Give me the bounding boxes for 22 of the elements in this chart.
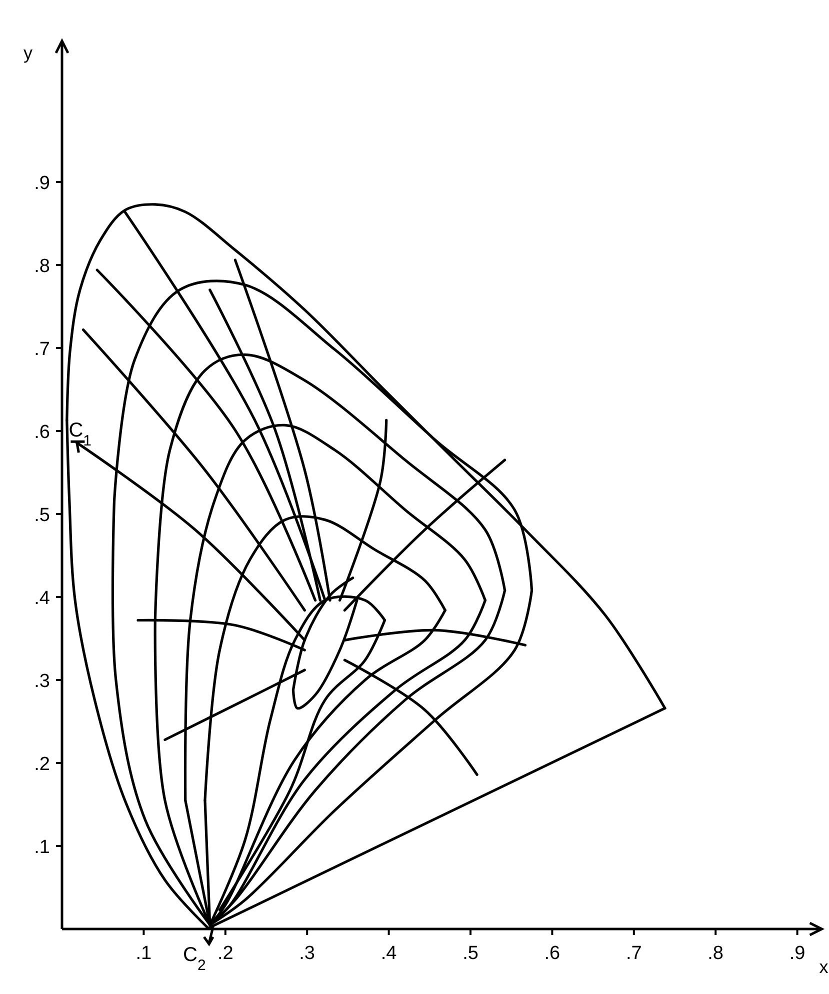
y-tick-label: .6 xyxy=(34,422,50,443)
y-tick-label: .1 xyxy=(34,837,50,858)
y-tick-label: .9 xyxy=(34,173,50,194)
y-tick-label: .4 xyxy=(34,588,50,609)
y-axis-title: y xyxy=(24,42,32,63)
x-tick-label: .1 xyxy=(136,943,152,964)
x-tick-label: .2 xyxy=(217,943,234,964)
y-tick-label: .8 xyxy=(34,256,50,277)
x-tick-label: .7 xyxy=(626,943,642,964)
y-tick-label: .7 xyxy=(34,339,50,360)
x-tick-label: .9 xyxy=(789,943,806,964)
y-tick-label: .3 xyxy=(34,671,50,692)
y-tick-label: .2 xyxy=(34,754,50,775)
annotation: C$_{1}$ xyxy=(68,420,92,450)
x-tick-label: .3 xyxy=(299,943,316,964)
x-tick-label: .4 xyxy=(380,943,398,964)
annotation: C$_{2}$ xyxy=(183,944,206,974)
x-tick-label: .8 xyxy=(708,943,724,964)
x-tick-label: .5 xyxy=(462,943,478,964)
x-tick-label: .6 xyxy=(544,943,560,964)
x-axis-title: x xyxy=(819,957,828,977)
y-tick-label: .5 xyxy=(34,505,50,526)
